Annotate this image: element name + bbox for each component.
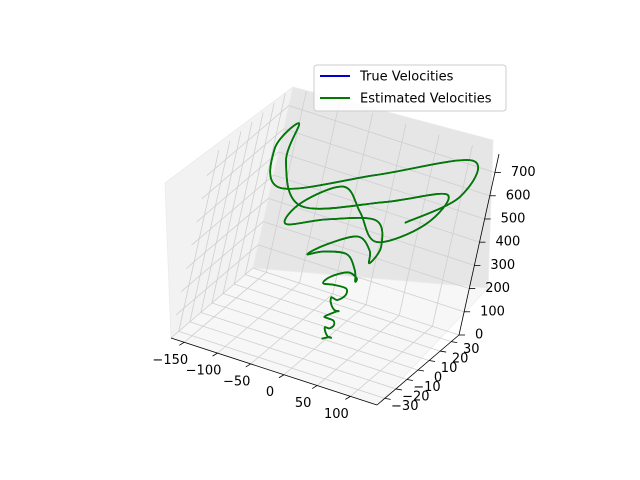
x-tick-label: 50	[295, 396, 312, 411]
grid-line-z-back	[258, 244, 465, 313]
grid-line-z-side	[206, 105, 290, 176]
grid-line-z-side	[191, 174, 274, 246]
grid-line-x-back	[365, 123, 407, 305]
grid-line-z-back	[268, 198, 475, 266]
x-tick-label: −50	[223, 374, 250, 389]
grid-line-x-back	[332, 112, 374, 295]
y-tick-label: −20	[402, 389, 429, 404]
grid-line-z-side	[201, 128, 285, 200]
y-tick	[395, 388, 402, 391]
x-tick	[278, 374, 285, 379]
legend: True Velocities Estimated Velocities	[313, 64, 507, 112]
tick-labels: −150−100−50050100−30−20−1001020300100200…	[152, 165, 535, 422]
grid-line-z-back	[273, 174, 480, 243]
grid-line-y-side	[222, 112, 264, 294]
x-tick	[345, 396, 351, 400]
grid-line-y-floor	[234, 283, 441, 352]
y-tick	[429, 360, 436, 362]
legend-label-true-velocities: True Velocities	[359, 70, 454, 85]
y-tick-label: 30	[463, 342, 480, 357]
z-tick-label: 0	[475, 328, 483, 343]
grid-line-y-floor	[178, 330, 385, 399]
y-tick-label: −10	[413, 380, 440, 395]
y-tick-label: 0	[434, 371, 442, 386]
grid-line-z-back	[278, 151, 485, 220]
grid-line-z-side	[175, 244, 259, 316]
y-tick	[406, 379, 413, 381]
grid-line-z-back	[283, 128, 490, 197]
z-tick-label: 600	[506, 188, 531, 203]
grid-line-y-floor	[211, 302, 419, 371]
y-tick	[384, 397, 391, 400]
grid-line-z-back	[288, 105, 496, 173]
grid-line-y-side	[189, 140, 231, 323]
series-lines	[269, 122, 479, 340]
grid-line-y-floor	[200, 312, 408, 380]
y-tick-label: −30	[391, 399, 418, 414]
grid-line-y-side	[233, 102, 275, 285]
z-tick-label: 500	[501, 211, 526, 226]
grid-line-z-side	[186, 198, 269, 269]
y-tick-label: 10	[441, 361, 458, 376]
grid-line-z-back	[252, 267, 460, 336]
y-tick-label: 20	[452, 352, 469, 367]
grid-line-x-back	[432, 145, 473, 327]
z-axis-line	[458, 153, 500, 336]
grid-line-y-floor	[245, 274, 452, 343]
x-tick	[179, 341, 185, 346]
legend-label-estimated-velocities: Estimated Velocities	[360, 92, 492, 107]
x-tick	[311, 385, 318, 389]
z-tick-label: 200	[485, 281, 510, 296]
x-tick-label: 100	[324, 407, 349, 422]
grid-line-y-side	[200, 131, 242, 313]
grid-line-y-floor	[189, 321, 396, 390]
grid-line-y-side	[211, 121, 253, 304]
z-tick-label: 300	[490, 258, 515, 273]
y-tick	[440, 350, 447, 353]
grid-line-z-side	[180, 221, 264, 292]
grid-line-y-side	[244, 93, 286, 275]
x-tick-label: −100	[186, 364, 222, 379]
grid-line-z-side	[170, 267, 254, 339]
grid-line-y-side	[178, 150, 220, 332]
x-tick	[212, 352, 218, 357]
series-line-estimated-velocities	[269, 122, 479, 340]
grid-line-z-side	[196, 151, 279, 223]
x-axis-line	[170, 337, 378, 406]
y-tick	[417, 369, 425, 372]
x-tick	[245, 363, 251, 368]
z-tick-label: 100	[480, 304, 505, 319]
x-tick-label: −150	[152, 353, 188, 368]
legend-frame	[313, 64, 507, 112]
z-tick-label: 700	[511, 165, 536, 180]
y-tick	[451, 341, 458, 344]
z-tick-label: 400	[496, 235, 521, 250]
grid-line-z-back	[263, 221, 470, 289]
x-tick-label: 0	[266, 385, 274, 400]
